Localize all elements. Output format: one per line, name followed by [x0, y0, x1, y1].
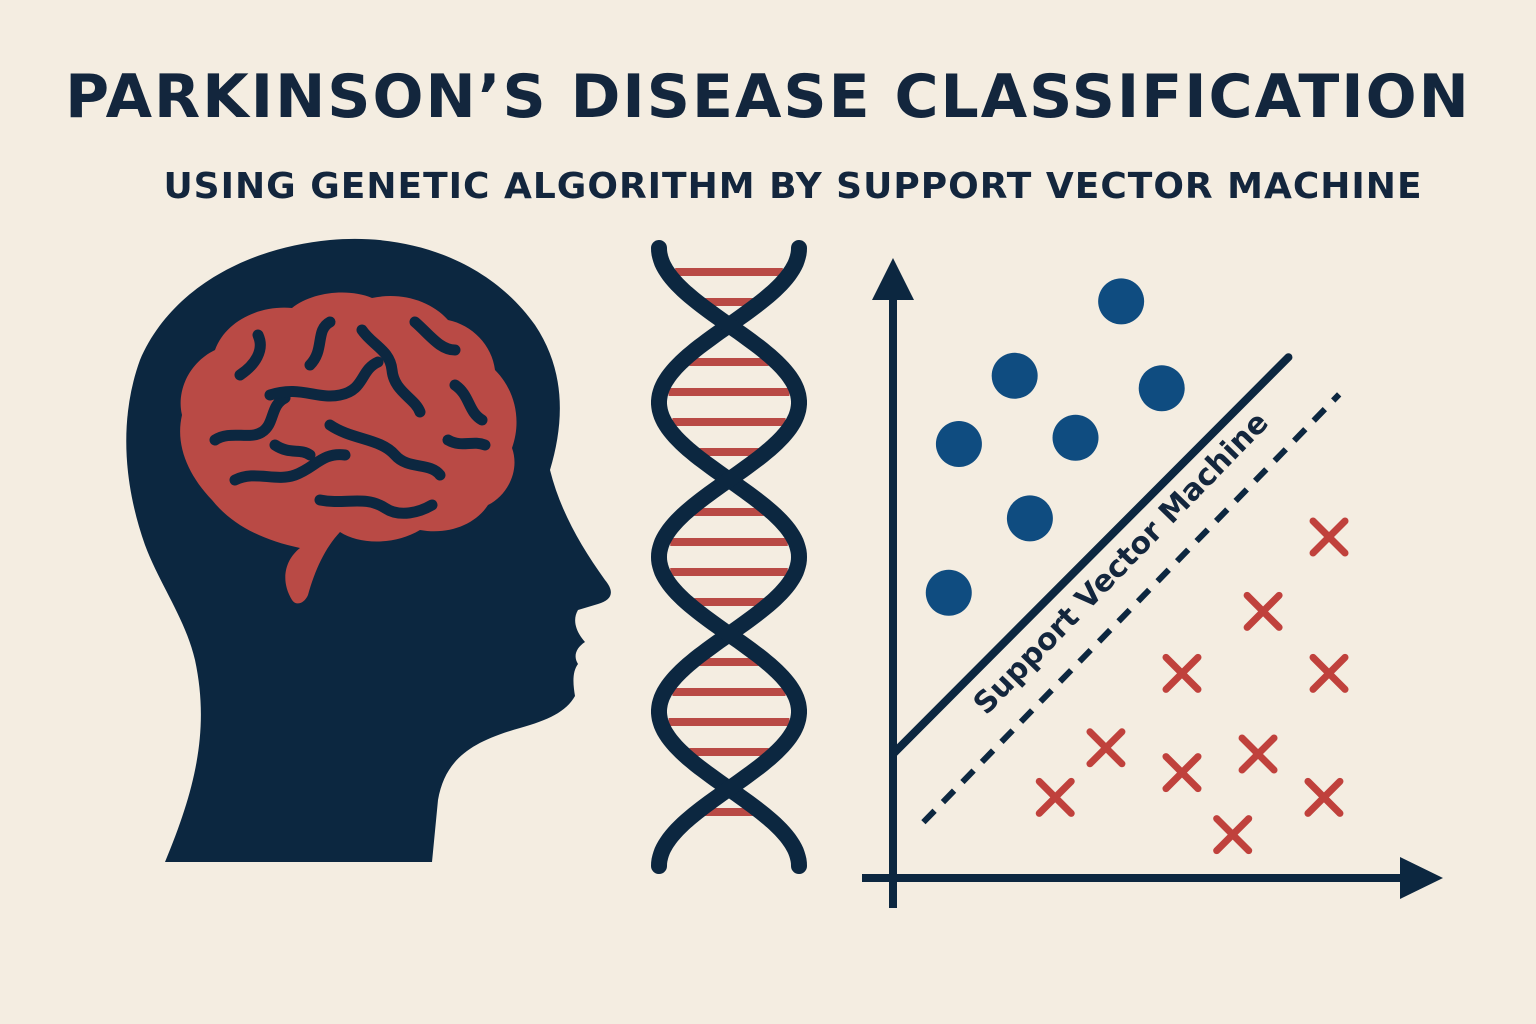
- class-circle-point: [1052, 414, 1099, 461]
- cross-stroke: [1238, 734, 1278, 774]
- brain-icon: [180, 292, 517, 604]
- class-circle-point: [1098, 278, 1145, 325]
- page-title: PARKINSON’S DISEASE CLASSIFICATION: [65, 62, 1471, 132]
- class-cross-point: [1243, 591, 1283, 631]
- x-axis-arrow: [1400, 857, 1443, 899]
- class-circle-point: [1138, 365, 1185, 412]
- class-cross-point: [1035, 777, 1075, 817]
- cross-stroke: [1304, 777, 1344, 817]
- decision-boundary: [889, 353, 1293, 758]
- cross-stroke: [1086, 728, 1126, 768]
- chart-axes: [862, 258, 1443, 908]
- dna-double-helix-icon: [650, 240, 808, 874]
- class-cross-point: [1309, 517, 1349, 557]
- cross-stroke: [1309, 517, 1349, 557]
- cross-stroke: [1309, 653, 1349, 693]
- class-circle-point: [991, 352, 1038, 399]
- class-cross-point: [1238, 734, 1278, 774]
- class-circle-point: [1006, 495, 1053, 542]
- class-circle-point: [925, 569, 972, 616]
- cross-stroke: [1213, 815, 1253, 855]
- dna-strand-2: [650, 240, 807, 874]
- class-circle-point: [935, 421, 982, 467]
- class-cross-point: [1304, 777, 1344, 817]
- class-cross-point: [1086, 728, 1126, 768]
- class-cross-point: [1309, 653, 1349, 693]
- page-subtitle: USING GENETIC ALGORITHM BY SUPPORT VECTO…: [163, 166, 1423, 207]
- brain-folds: [209, 316, 491, 519]
- class-cross-point: [1213, 815, 1253, 855]
- cross-stroke: [1162, 753, 1202, 793]
- y-axis-arrow: [872, 258, 914, 300]
- cross-stroke: [1035, 777, 1075, 817]
- cross-stroke: [1243, 591, 1283, 631]
- cross-stroke: [1162, 653, 1202, 693]
- dna-strand-1: [651, 240, 808, 874]
- class-cross-point: [1162, 653, 1202, 693]
- svm-label: Support Vector Machine: [967, 405, 1276, 721]
- margin-line: [921, 392, 1342, 825]
- class-cross-point: [1162, 753, 1202, 793]
- svm-scatter-chart: Support Vector Machine: [862, 258, 1443, 908]
